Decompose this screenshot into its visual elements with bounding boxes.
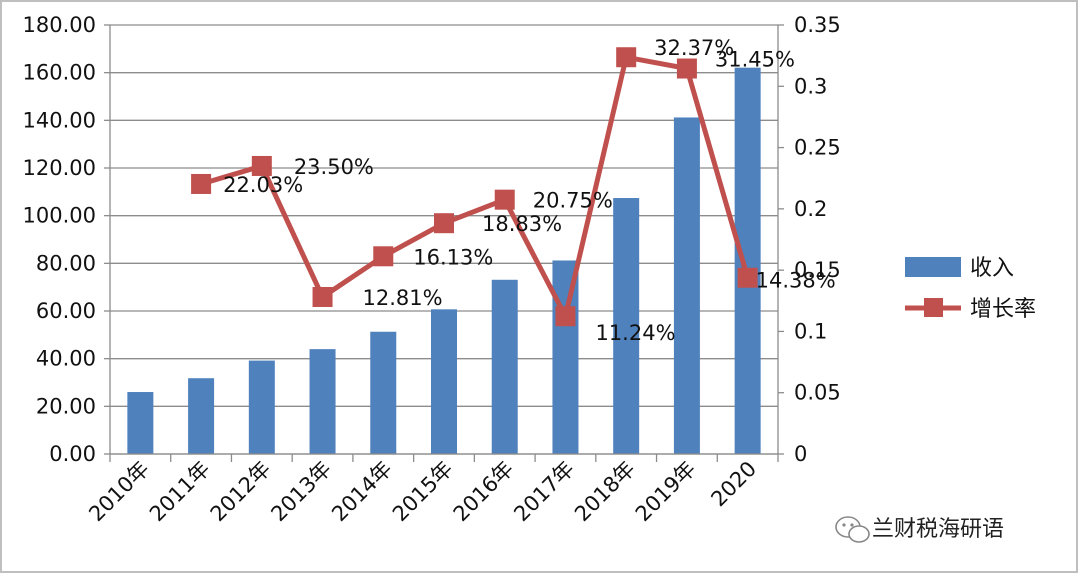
legend-swatch-income	[905, 257, 961, 277]
bar-income	[491, 279, 518, 454]
growth-marker	[191, 173, 212, 194]
legend: 收入 增长率	[905, 256, 1036, 322]
bar-income	[370, 331, 397, 454]
growth-marker	[555, 306, 576, 327]
growth-marker	[434, 213, 454, 234]
growth-data-label: 22.03%	[223, 173, 303, 197]
right-tick-label: 0.3	[794, 74, 827, 98]
left-tick-label: 160.00	[23, 61, 96, 85]
bar-income	[734, 67, 761, 454]
bar-income	[127, 392, 154, 454]
bar-income	[309, 349, 336, 454]
growth-marker	[312, 286, 333, 307]
watermark: 兰财税海研语	[835, 516, 1004, 543]
growth-data-label: 14.38%	[756, 269, 836, 293]
wechat-icon	[835, 516, 870, 543]
growth-marker	[737, 267, 758, 288]
legend-label-income: 收入	[970, 256, 1014, 281]
growth-marker	[494, 189, 515, 210]
left-tick-label: 20.00	[36, 394, 96, 418]
right-tick-label: 0.1	[794, 319, 827, 343]
right-tick-label: 0.15	[794, 258, 841, 282]
growth-data-label: 16.13%	[413, 245, 493, 269]
bar-income	[552, 260, 579, 454]
right-tick-label: 0.25	[794, 136, 841, 160]
growth-marker	[676, 58, 697, 79]
growth-marker	[373, 246, 394, 267]
left-tick-label: 140.00	[23, 108, 96, 132]
right-tick-label: 0.35	[794, 13, 841, 37]
growth-data-label: 18.83%	[482, 212, 562, 236]
bar-income	[188, 378, 215, 454]
growth-data-label: 23.50%	[294, 155, 374, 179]
left-tick-label: 40.00	[36, 347, 96, 371]
bar-income	[673, 117, 700, 455]
left-tick-label: 120.00	[23, 156, 96, 180]
left-tick-label: 80.00	[36, 251, 96, 275]
right-tick-label: 0.2	[794, 197, 827, 221]
left-tick-label: 100.00	[23, 204, 96, 228]
growth-data-label: 12.81%	[363, 286, 443, 310]
growth-data-label: 20.75%	[533, 189, 613, 213]
growth-data-label: 32.37%	[654, 36, 734, 60]
right-tick-label: 0	[794, 442, 807, 466]
right-tick-label: 0.05	[794, 381, 841, 405]
left-tick-label: 60.00	[36, 299, 96, 323]
legend-label-growth: 增长率	[970, 297, 1036, 322]
growth-marker	[251, 155, 272, 176]
bar-income	[248, 360, 275, 454]
growth-marker	[616, 47, 637, 68]
left-tick-label: 0.00	[49, 442, 96, 466]
growth-data-label: 31.45%	[715, 48, 795, 72]
growth-data-label: 11.24%	[595, 321, 675, 345]
bar-income	[613, 198, 640, 454]
bar-income	[431, 309, 457, 454]
left-tick-label: 180.00	[23, 13, 96, 37]
legend-swatch-growth-marker	[924, 298, 943, 317]
watermark-text: 兰财税海研语	[872, 517, 1004, 542]
growth-rate-line	[200, 54, 751, 319]
